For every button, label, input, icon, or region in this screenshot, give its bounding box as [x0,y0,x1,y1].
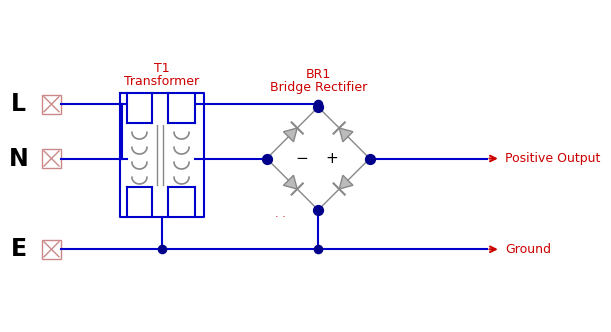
Text: −: − [295,151,308,166]
Point [313,104,323,110]
Bar [42,149,61,168]
Text: T1: T1 [154,62,170,75]
Point [262,156,272,161]
Text: E: E [10,237,27,261]
Point [365,156,375,161]
Text: · ·: · · [276,211,286,221]
Text: Positive Output: Positive Output [505,152,601,165]
Bar [42,240,61,259]
Point [157,247,167,252]
Polygon shape [339,175,353,189]
Text: Transformer: Transformer [125,75,199,88]
Polygon shape [339,128,353,142]
Text: Bridge Rectifier: Bridge Rectifier [269,81,367,94]
Point [313,247,323,252]
Text: L: L [11,92,26,116]
Bar [42,95,61,114]
Text: BR1: BR1 [306,68,331,81]
Point [313,207,323,212]
Text: +: + [325,151,338,166]
Point [313,102,323,107]
Text: Ground: Ground [505,243,551,256]
Point [262,156,272,161]
Polygon shape [284,175,297,189]
Polygon shape [284,128,297,142]
Text: N: N [9,146,29,171]
